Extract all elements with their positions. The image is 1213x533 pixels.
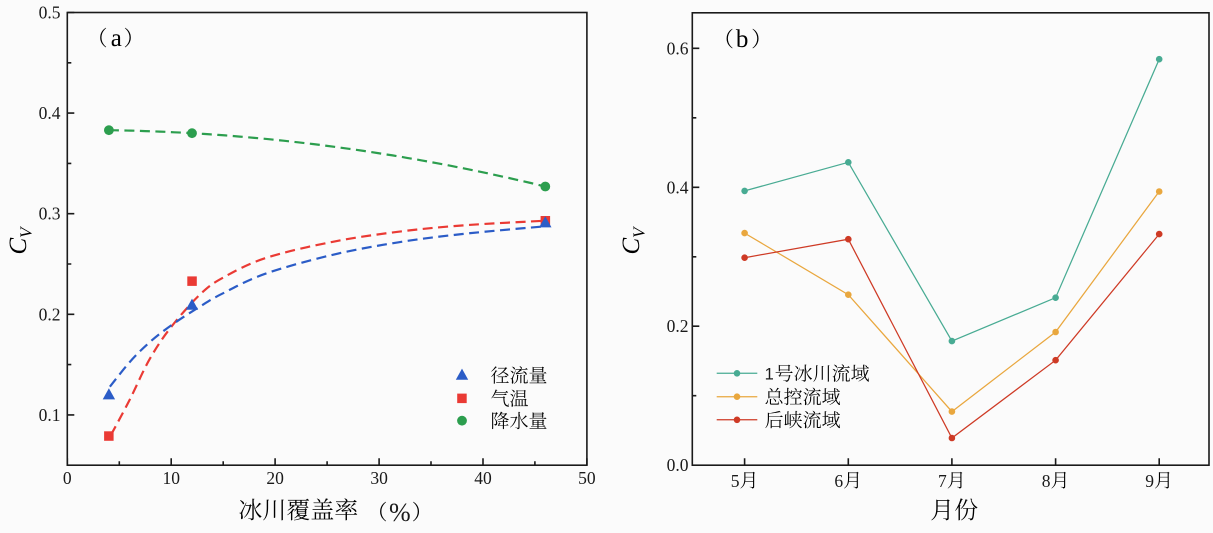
svg-text:b: b	[736, 26, 749, 53]
svg-text:0.0: 0.0	[667, 455, 689, 475]
svg-text:50: 50	[578, 468, 596, 488]
svg-text:0: 0	[63, 468, 72, 488]
svg-text:6: 6	[834, 471, 843, 491]
svg-text:C: C	[618, 238, 645, 255]
svg-text:0.2: 0.2	[39, 304, 61, 324]
svg-text:0.4: 0.4	[39, 103, 61, 123]
svg-text:20: 20	[266, 468, 284, 488]
svg-text:0.5: 0.5	[39, 3, 61, 23]
svg-text:40: 40	[474, 468, 492, 488]
svg-text:a: a	[111, 25, 122, 52]
svg-text:8: 8	[1042, 471, 1051, 491]
svg-text:%: %	[389, 498, 411, 527]
svg-text:0.3: 0.3	[39, 204, 61, 224]
svg-text:7: 7	[938, 471, 947, 491]
svg-text:V: V	[630, 225, 649, 238]
svg-text:1: 1	[765, 366, 774, 384]
svg-text:10: 10	[162, 468, 180, 488]
svg-text:0.4: 0.4	[667, 177, 689, 197]
svg-text:0.6: 0.6	[667, 38, 689, 58]
svg-text:9: 9	[1145, 471, 1154, 491]
svg-text:5: 5	[731, 471, 740, 491]
svg-text:30: 30	[370, 468, 388, 488]
svg-text:C: C	[5, 238, 32, 255]
svg-text:0.1: 0.1	[39, 405, 61, 425]
svg-text:V: V	[17, 225, 36, 238]
svg-text:0.2: 0.2	[667, 316, 689, 336]
